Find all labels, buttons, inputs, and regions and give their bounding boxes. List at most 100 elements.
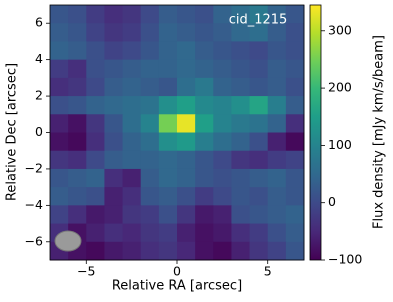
- cell: [231, 23, 251, 42]
- cell: [195, 187, 214, 206]
- y-tick-label: 0: [35, 124, 43, 139]
- cell: [177, 77, 196, 97]
- cell: [249, 168, 269, 188]
- cell: [68, 23, 87, 42]
- cell: [104, 205, 124, 225]
- cell: [177, 41, 196, 61]
- cell: [104, 77, 124, 97]
- cell: [177, 96, 196, 115]
- cell: [177, 150, 196, 170]
- y-tick-label: −2: [25, 160, 43, 175]
- cell: [177, 5, 196, 24]
- cell: [177, 23, 196, 42]
- cell: [122, 223, 142, 243]
- cell: [68, 205, 87, 225]
- cell: [285, 223, 305, 243]
- cell: [158, 5, 178, 24]
- cell: [140, 23, 160, 42]
- y-tick-label: −4: [25, 197, 43, 212]
- cell: [158, 168, 178, 188]
- cell: [249, 77, 269, 97]
- cell: [122, 96, 142, 115]
- cell: [104, 168, 124, 188]
- x-axis-label: Relative RA [arcsec]: [112, 279, 242, 294]
- cell: [195, 150, 214, 170]
- cell: [285, 96, 305, 115]
- cell: [122, 23, 142, 42]
- cell: [249, 41, 269, 61]
- cell: [140, 223, 160, 243]
- cell: [122, 114, 142, 133]
- cell: [267, 223, 287, 243]
- cell: [195, 23, 214, 42]
- cell: [68, 59, 87, 79]
- cell: [104, 150, 124, 170]
- cell: [158, 241, 178, 261]
- cell: [213, 205, 232, 225]
- cell: [195, 96, 214, 115]
- cell: [267, 5, 287, 24]
- y-tick-label: 2: [35, 88, 43, 103]
- cell: [177, 168, 196, 188]
- cell: [104, 23, 124, 42]
- cell: [231, 187, 251, 206]
- colorbar-tick-label: 300: [328, 22, 352, 37]
- cell: [68, 187, 87, 206]
- cell: [195, 241, 214, 261]
- colorbar-tick-label: 100: [328, 137, 352, 152]
- cell: [158, 187, 178, 206]
- cell: [140, 5, 160, 24]
- cell: [213, 41, 232, 61]
- cell: [267, 23, 287, 42]
- cell: [140, 168, 160, 188]
- cell: [213, 168, 232, 188]
- cell: [50, 114, 69, 133]
- cell: [267, 59, 287, 79]
- cell: [249, 114, 269, 133]
- cell: [158, 41, 178, 61]
- cell: [122, 241, 142, 261]
- cell: [195, 132, 214, 152]
- cell: [249, 187, 269, 206]
- colorbar-tick-label: 0: [328, 194, 336, 209]
- cell: [213, 150, 232, 170]
- cell: [267, 132, 287, 152]
- cell: [68, 96, 87, 115]
- cell: [213, 187, 232, 206]
- cell: [267, 241, 287, 261]
- cell: [50, 132, 69, 152]
- beam: [54, 230, 82, 252]
- cell: [267, 150, 287, 170]
- cell: [140, 77, 160, 97]
- cell: [213, 132, 232, 152]
- cell: [285, 23, 305, 42]
- cell: [177, 223, 196, 243]
- cell: [285, 150, 305, 170]
- cell: [68, 168, 87, 188]
- cell: [104, 96, 124, 115]
- cell: [231, 132, 251, 152]
- cell: [122, 5, 142, 24]
- cell: [104, 223, 124, 243]
- x-tick-label: 0: [173, 264, 181, 279]
- cell: [50, 41, 69, 61]
- cell: [177, 59, 196, 79]
- cell: [177, 114, 196, 133]
- cell: [158, 150, 178, 170]
- y-tick-label: 6: [35, 15, 43, 30]
- cell: [122, 132, 142, 152]
- cell: [231, 168, 251, 188]
- cell: [195, 77, 214, 97]
- cell: [249, 223, 269, 243]
- cell: [86, 77, 105, 97]
- cell: [231, 59, 251, 79]
- colorbar-label: Flux density [mJy km/s/beam]: [372, 35, 387, 229]
- cell: [213, 241, 232, 261]
- cell: [249, 59, 269, 79]
- cell: [285, 168, 305, 188]
- y-tick-label: −6: [25, 233, 43, 248]
- colorbar-tick-label: 200: [328, 80, 352, 95]
- cell: [285, 187, 305, 206]
- cell: [158, 59, 178, 79]
- y-axis-label: Relative Dec [arcsec]: [5, 63, 20, 201]
